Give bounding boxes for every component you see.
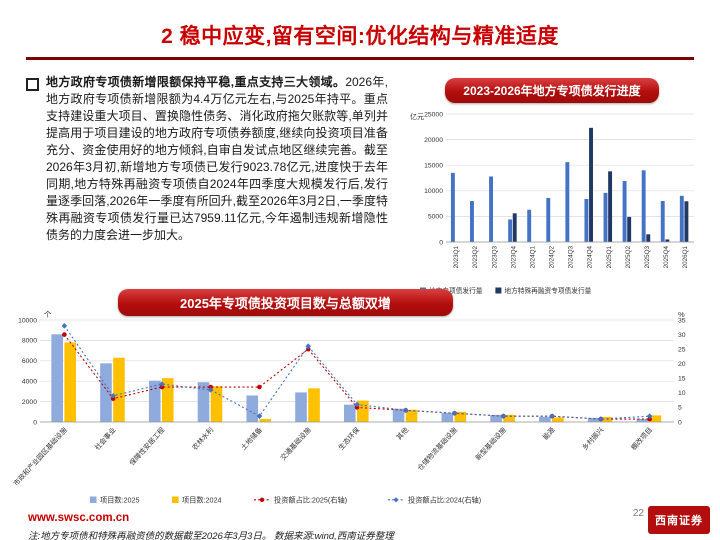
svg-text:8000: 8000 — [22, 338, 37, 345]
svg-text:地方特殊再融资专项债发行量: 地方特殊再融资专项债发行量 — [504, 286, 591, 295]
svg-text:10000: 10000 — [424, 188, 443, 195]
svg-text:2023Q1: 2023Q1 — [453, 246, 460, 269]
svg-text:2000: 2000 — [22, 399, 37, 406]
brand-logo: 西南证券 — [648, 506, 710, 534]
svg-text:亿元: 亿元 — [410, 112, 424, 121]
svg-text:生态环保: 生态环保 — [336, 425, 361, 452]
site-link[interactable]: www.swsc.com.cn — [28, 512, 130, 524]
svg-text:2024Q3: 2024Q3 — [568, 246, 575, 269]
projects-bar-line-chart: 0 2000 4000 6000 8000 10000 0 5 10 15 20 25 30 35 个 % 市政… — [11, 310, 686, 505]
svg-text:4000: 4000 — [22, 379, 37, 386]
svg-text:10: 10 — [678, 390, 686, 397]
svg-text:个: 个 — [44, 310, 52, 319]
svg-text:市政和产业园区基础设施: 市政和产业园区基础设施 — [11, 425, 68, 487]
svg-text:2025Q2: 2025Q2 — [625, 246, 632, 269]
issuance-chart-block: 2023-2026年地方专项债发行进度 0 5000 10000 15000 20000… — [402, 78, 702, 298]
page-number: 22 — [632, 508, 644, 519]
svg-text:棚改项目: 棚改项目 — [629, 425, 654, 452]
svg-text:10000: 10000 — [18, 317, 37, 324]
svg-text:5: 5 — [678, 405, 682, 412]
svg-text:2025Q1: 2025Q1 — [606, 246, 613, 269]
svg-text:2025Q4: 2025Q4 — [663, 246, 670, 269]
svg-text:新型基础设施: 新型基础设施 — [473, 425, 507, 462]
svg-text:30: 30 — [678, 332, 686, 339]
svg-text:0: 0 — [439, 239, 443, 246]
svg-text:20000: 20000 — [424, 137, 443, 144]
svg-text:能源: 能源 — [541, 425, 557, 441]
svg-text:2023Q4: 2023Q4 — [510, 246, 517, 269]
svg-text:%: % — [678, 310, 685, 319]
page-title: 2 稳中应变,留有空间:优化结构与精准适度 — [161, 25, 559, 48]
svg-text:35: 35 — [678, 317, 686, 324]
svg-text:15000: 15000 — [424, 163, 443, 170]
svg-text:5000: 5000 — [428, 214, 443, 221]
svg-text:6000: 6000 — [22, 358, 37, 365]
svg-text:2023Q2: 2023Q2 — [472, 246, 479, 269]
svg-text:其他: 其他 — [394, 425, 410, 441]
svg-text:2024Q1: 2024Q1 — [529, 246, 536, 269]
svg-text:2024Q4: 2024Q4 — [587, 246, 594, 269]
svg-text:25000: 25000 — [424, 111, 443, 118]
issuance-chart-banner: 2023-2026年地方专项债发行进度 — [445, 78, 659, 103]
svg-text:仓储物流基础设施: 仓储物流基础设施 — [415, 425, 459, 472]
svg-text:15: 15 — [678, 376, 686, 383]
footnote: 注:地方专项债和特殊再融资债的数据截至2026年3月3日。 数据来源:wind,… — [28, 531, 394, 540]
intro-lead: 地方政府专项债新增限额保持平稳,重点支持三大领域。 — [46, 75, 346, 89]
svg-text:2025Q3: 2025Q3 — [644, 246, 651, 269]
svg-text:2023Q3: 2023Q3 — [491, 246, 498, 269]
svg-text:投资额占比:2025(右轴): 投资额占比:2025(右轴) — [274, 496, 347, 505]
title-underline — [26, 57, 694, 60]
svg-text:项目数:2025: 项目数:2025 — [100, 496, 140, 505]
svg-text:20: 20 — [678, 361, 686, 368]
intro-block: 地方政府专项债新增限额保持平稳,重点支持三大领域。2026年,地方政府专项债新增… — [26, 74, 388, 244]
svg-text:农林水利: 农林水利 — [190, 425, 215, 452]
svg-text:0: 0 — [678, 419, 682, 426]
svg-text:项目数:2024: 项目数:2024 — [182, 496, 222, 505]
intro-body: 2026年,地方政府专项债新增限额为4.4万亿元左右,与2025年持平。重点支持… — [46, 75, 388, 242]
svg-text:保障性安居工程: 保障性安居工程 — [127, 425, 166, 467]
svg-text:地方专项债发行量: 地方专项债发行量 — [429, 286, 483, 295]
svg-text:社会事业: 社会事业 — [93, 425, 118, 452]
svg-text:投资额占比:2024(右轴): 投资额占比:2024(右轴) — [408, 496, 481, 505]
svg-text:交通基础设施: 交通基础设施 — [278, 425, 312, 462]
svg-text:0: 0 — [33, 419, 37, 426]
svg-text:土地储备: 土地储备 — [239, 425, 264, 452]
svg-text:2026Q1: 2026Q1 — [682, 246, 689, 269]
svg-text:乡村振兴: 乡村振兴 — [580, 425, 605, 452]
svg-text:2024Q2: 2024Q2 — [549, 246, 556, 269]
projects-chart-banner: 2025年专项债投资项目数与总额双增 — [118, 289, 453, 316]
intro-paragraph: 地方政府专项债新增限额保持平稳,重点支持三大领域。2026年,地方政府专项债新增… — [46, 74, 388, 244]
bullet-square-icon — [26, 78, 39, 91]
svg-text:25: 25 — [678, 346, 686, 353]
